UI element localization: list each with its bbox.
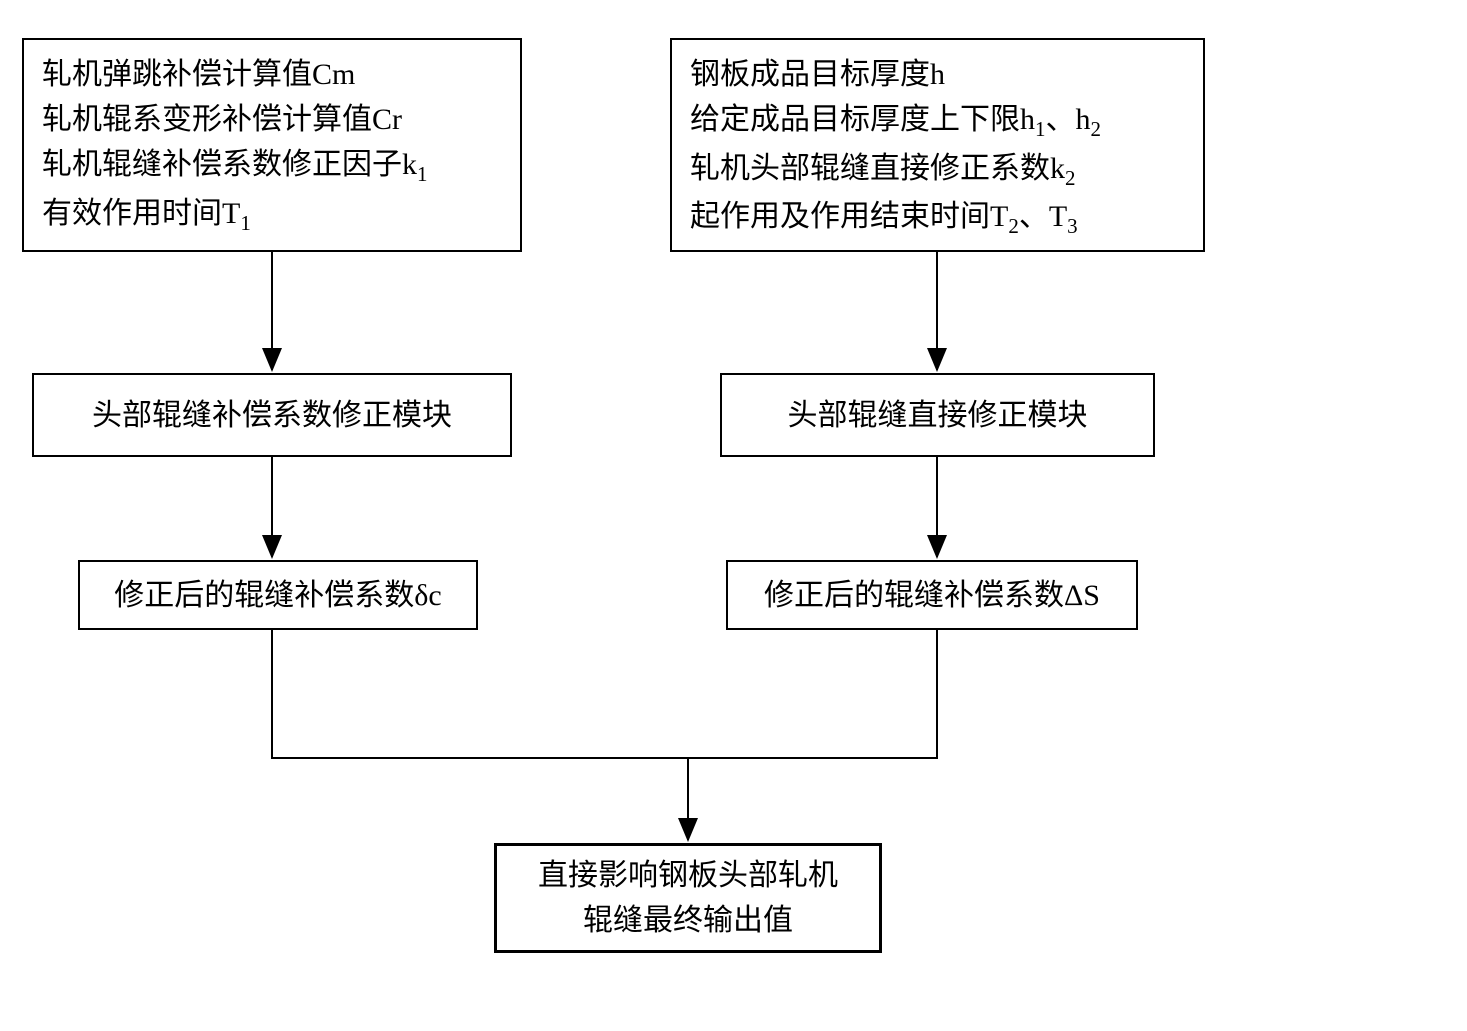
final-box: 直接影响钢板头部轧机 辊缝最终输出值 xyxy=(494,843,882,953)
right-input-line3: 轧机头部辊缝直接修正系数k2 xyxy=(690,146,1185,195)
left-module-label: 头部辊缝补偿系数修正模块 xyxy=(92,393,452,438)
left-output-label: 修正后的辊缝补偿系数δc xyxy=(114,573,441,618)
right-module-box: 头部辊缝直接修正模块 xyxy=(720,373,1155,457)
left-input-box: 轧机弹跳补偿计算值Cm 轧机辊系变形补偿计算值Cr 轧机辊缝补偿系数修正因子k1… xyxy=(22,38,522,252)
right-input-line2: 给定成品目标厚度上下限h1、h2 xyxy=(690,97,1185,146)
left-input-line1: 轧机弹跳补偿计算值Cm xyxy=(42,52,502,97)
right-output-label: 修正后的辊缝补偿系数ΔS xyxy=(764,573,1100,618)
right-input-box: 钢板成品目标厚度h 给定成品目标厚度上下限h1、h2 轧机头部辊缝直接修正系数k… xyxy=(670,38,1205,252)
left-input-line2: 轧机辊系变形补偿计算值Cr xyxy=(42,97,502,142)
left-input-line3: 轧机辊缝补偿系数修正因子k1 xyxy=(42,142,502,191)
right-input-line1: 钢板成品目标厚度h xyxy=(690,52,1185,97)
right-module-label: 头部辊缝直接修正模块 xyxy=(788,393,1088,438)
left-output-box: 修正后的辊缝补偿系数δc xyxy=(78,560,478,630)
final-label: 直接影响钢板头部轧机 辊缝最终输出值 xyxy=(538,853,838,943)
left-input-line4: 有效作用时间T1 xyxy=(42,191,502,240)
right-input-line4: 起作用及作用结束时间T2、T3 xyxy=(690,194,1185,243)
left-module-box: 头部辊缝补偿系数修正模块 xyxy=(32,373,512,457)
right-output-box: 修正后的辊缝补偿系数ΔS xyxy=(726,560,1138,630)
